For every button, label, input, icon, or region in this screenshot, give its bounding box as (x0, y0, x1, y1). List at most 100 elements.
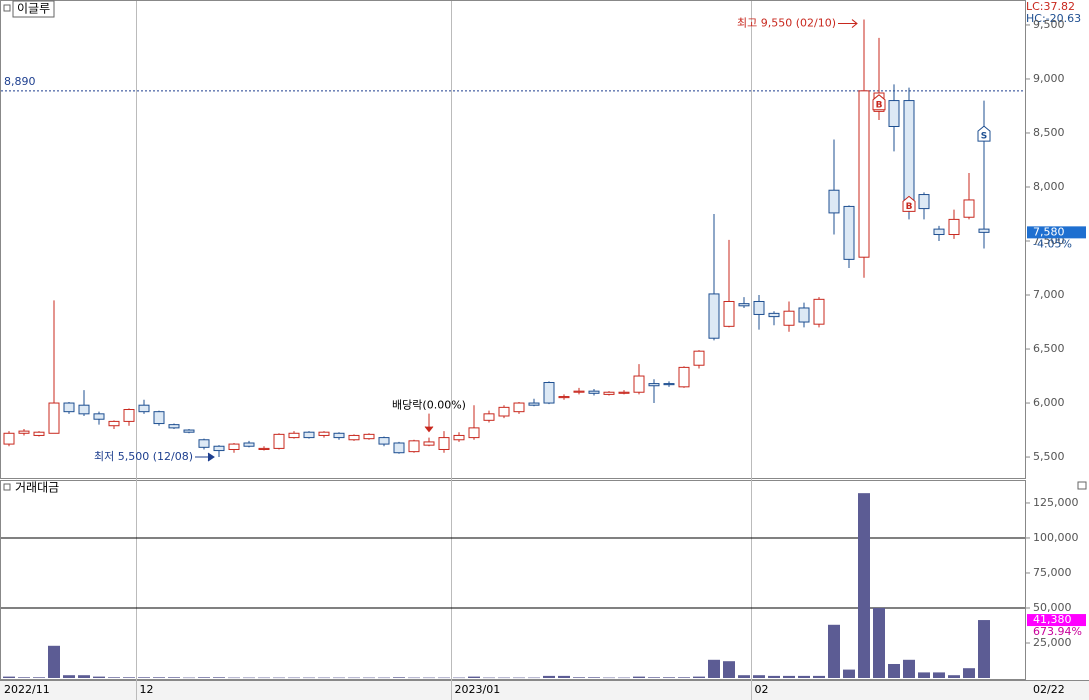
volume-bar (558, 675, 570, 678)
y-tick-label: 5,500 (1033, 450, 1065, 463)
candle-body (93, 413, 105, 420)
y-tick-label: 25,000 (1033, 636, 1072, 649)
volume-bar (198, 677, 210, 678)
candle-body (663, 383, 675, 386)
annotation-arrow (424, 413, 434, 433)
volume-bar (483, 677, 495, 679)
volume-bar (933, 672, 945, 678)
candle-body (633, 375, 645, 393)
y-tick-label: 8,500 (1033, 126, 1065, 139)
candle-body (348, 434, 360, 441)
candle-body (933, 228, 945, 236)
y-tick-label: 6,000 (1033, 396, 1065, 409)
candle-body (183, 429, 195, 433)
panel-button[interactable] (1077, 481, 1087, 490)
volume-bar (543, 675, 555, 678)
volume-bar (513, 677, 525, 679)
candle-body (963, 199, 975, 218)
candle-body (318, 431, 330, 436)
volume-bar (78, 675, 90, 678)
candle-body (738, 303, 750, 307)
volume-bar (438, 677, 450, 679)
reference-label: 8,890 (4, 75, 36, 88)
candle-body (18, 430, 30, 434)
volume-bar (183, 677, 195, 679)
low-arrow (195, 452, 215, 462)
volume-bar (828, 624, 840, 678)
candle-body (918, 194, 930, 210)
candle-body (573, 390, 585, 393)
last-price-label: 7,580 (1033, 225, 1065, 238)
candle-body (768, 312, 780, 318)
volume-bar (228, 677, 240, 679)
volume-bar (33, 677, 45, 678)
last-price-change: -4.05% (1033, 237, 1072, 250)
volume-bar (663, 677, 675, 678)
volume-bar (63, 675, 75, 678)
candle-body (363, 433, 375, 440)
candle-body (63, 402, 75, 413)
y-tick-label: 9,000 (1033, 72, 1065, 85)
volume-title: 거래대금 (15, 481, 59, 495)
volume-bar (708, 659, 720, 678)
candle-body (423, 441, 435, 446)
volume-bar (738, 675, 750, 678)
low-label: 최저 5,500 (12/08) (94, 450, 193, 463)
candle-body (798, 307, 810, 323)
volume-bar (648, 677, 660, 678)
indicator-lc: LC:37.82 (1026, 0, 1075, 13)
x-tick-label: 02 (755, 683, 769, 696)
volume-bar (318, 677, 330, 679)
candle-body (603, 391, 615, 395)
volume-bar (288, 677, 300, 679)
chart-title: 이글루 (17, 2, 50, 16)
candle-body (168, 424, 180, 429)
volume-bar (393, 677, 405, 678)
candle-body (543, 382, 555, 404)
candle-body (708, 293, 720, 339)
candle-body (123, 409, 135, 422)
volume-bar (258, 677, 270, 679)
candle-body (648, 383, 660, 387)
volume-bar (333, 677, 345, 679)
candle-body (783, 310, 795, 326)
candle-body (513, 402, 525, 413)
volume-bar (153, 677, 165, 678)
candle-body (723, 300, 735, 327)
volume-bar (168, 677, 180, 678)
candle-body (453, 434, 465, 441)
volume-bar (138, 677, 150, 678)
candle-body (303, 431, 315, 439)
volume-bar (813, 675, 825, 678)
candle-body (858, 90, 870, 258)
candle-body (213, 445, 225, 452)
volume-bar (273, 677, 285, 679)
volume-bar (573, 677, 585, 678)
annotation: 배당락(0.00%) (392, 399, 466, 412)
volume-bar (603, 677, 615, 679)
signal-marker (872, 94, 886, 111)
last-value-label: 41,380 (1033, 613, 1072, 626)
candle-body (498, 406, 510, 417)
indicator-hc: HC:-20.63 (1026, 12, 1081, 25)
volume-bar (453, 677, 465, 679)
volume-bar (633, 676, 645, 678)
volume-bar (378, 677, 390, 679)
candle-body (828, 189, 840, 214)
y-tick-label: 75,000 (1033, 566, 1072, 579)
y-tick-label: 9,500 (1033, 18, 1065, 31)
candle-body (948, 218, 960, 236)
volume-bar (108, 677, 120, 678)
volume-bar (858, 493, 870, 678)
volume-bar (693, 676, 705, 678)
candle-body (753, 300, 765, 315)
signal-label: S (981, 132, 987, 142)
candle-body (438, 437, 450, 450)
volume-bar (468, 676, 480, 678)
y-tick-label: 125,000 (1033, 496, 1079, 509)
volume-bar (303, 677, 315, 679)
volume-bar (618, 677, 630, 679)
y-tick-label: 6,500 (1033, 342, 1065, 355)
candle-body (378, 437, 390, 445)
